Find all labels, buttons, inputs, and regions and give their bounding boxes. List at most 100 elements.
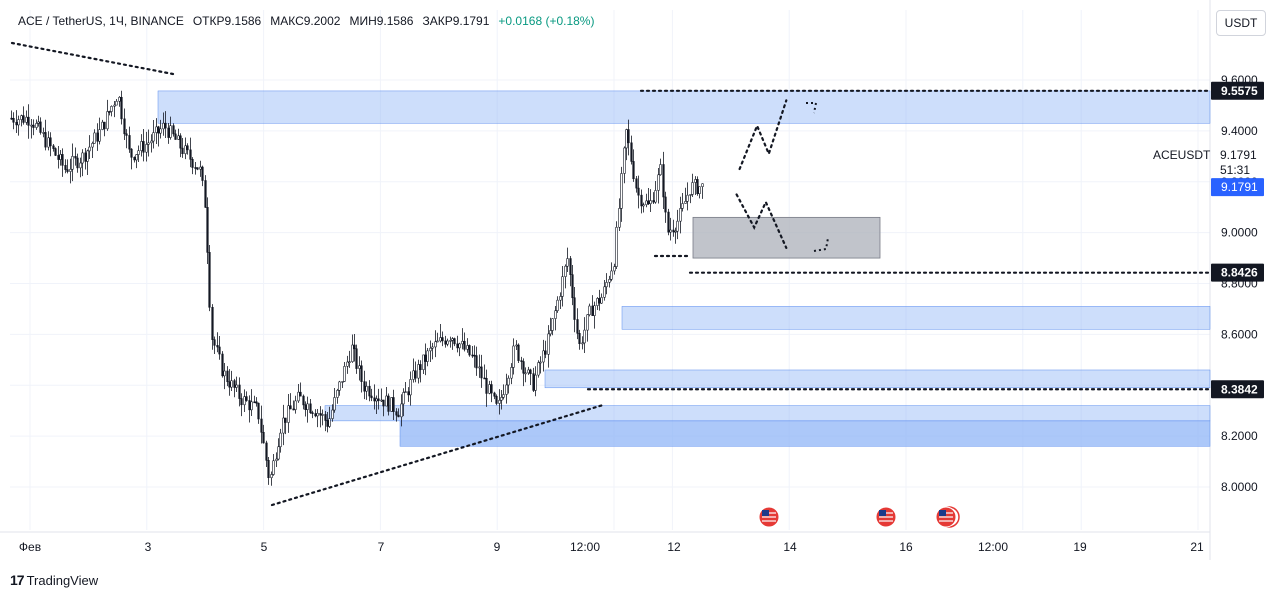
candle-body <box>115 100 118 106</box>
projection-bearish-path[interactable] <box>735 193 788 249</box>
candle-body <box>96 132 99 142</box>
zone-rect[interactable] <box>544 369 1211 389</box>
zone-rect[interactable] <box>399 420 1211 447</box>
candle-body <box>275 458 278 462</box>
candle-body <box>556 299 559 312</box>
candle-body <box>20 115 23 120</box>
zone-rect[interactable] <box>157 90 1211 124</box>
grey-zone-rect[interactable] <box>692 216 881 259</box>
economic-events[interactable] <box>758 506 960 528</box>
candle-body <box>436 340 439 343</box>
candle-body <box>150 140 153 144</box>
candle-body <box>184 145 187 155</box>
candle-body <box>461 340 464 345</box>
drawing-lines[interactable] <box>10 41 1212 507</box>
level-badge[interactable] <box>1211 380 1264 399</box>
candle-body <box>610 270 613 280</box>
time-axis[interactable]: Фев 3 5 7 9 12:00 12 14 16 12:00 19 21 <box>19 540 1204 554</box>
candle-body <box>586 314 589 331</box>
candle-body <box>279 432 282 448</box>
time-tick-label: 16 <box>899 540 913 554</box>
candle-body <box>135 154 138 161</box>
candle-body <box>316 412 319 417</box>
candle-body <box>27 116 30 126</box>
zone-rect[interactable] <box>324 405 1211 422</box>
chart-gridlines <box>0 0 1211 560</box>
us-flag-event-icon[interactable] <box>875 506 897 528</box>
candle-body <box>338 381 341 391</box>
projection-bullish-path[interactable] <box>738 99 788 171</box>
current-price-badge[interactable] <box>1211 178 1264 197</box>
low-label: МИН <box>349 14 377 28</box>
candle-body <box>689 194 692 196</box>
candle-body <box>377 398 380 402</box>
candle-body <box>37 121 40 124</box>
price-axis[interactable]: 9.60009.40009.20009.00008.80008.60008.40… <box>1153 73 1264 494</box>
time-tick-label: 19 <box>1073 540 1087 554</box>
candle-body <box>520 360 523 362</box>
us-flag-event-icon[interactable] <box>935 506 960 528</box>
candle-body <box>260 418 263 433</box>
candle-body <box>549 330 552 335</box>
currency-button[interactable]: USDT <box>1216 10 1266 36</box>
candle-body <box>370 395 373 399</box>
candle-body <box>649 200 652 205</box>
candle-body <box>336 390 339 398</box>
candle-body <box>311 412 314 415</box>
open-value: 9.1586 <box>224 14 262 28</box>
candle-body <box>253 401 256 404</box>
price-tick-label: 9.0000 <box>1221 226 1258 240</box>
candle-body <box>620 173 623 209</box>
candle-body <box>248 400 251 411</box>
candle-body <box>645 200 648 206</box>
candle-body <box>88 146 91 152</box>
candle-body <box>488 384 491 394</box>
candle-body <box>583 329 586 344</box>
level-badge[interactable] <box>1211 81 1264 100</box>
symbol-tag-countdown: 51:31 <box>1220 163 1250 177</box>
candle-body <box>324 414 327 421</box>
candle-body <box>47 137 50 148</box>
candle-body <box>397 414 400 418</box>
us-flag-event-icon[interactable] <box>758 506 780 528</box>
level-badge[interactable] <box>1211 263 1264 282</box>
candle-body <box>539 361 542 364</box>
ascending-trendline[interactable] <box>270 403 605 507</box>
candle-body <box>429 347 432 352</box>
candle-body <box>128 135 131 150</box>
candle-body <box>228 381 231 388</box>
candle-body <box>79 162 82 169</box>
candle-body <box>103 121 106 130</box>
candle-body <box>235 384 238 388</box>
candle-body <box>167 127 170 138</box>
symbol-title[interactable]: ACE / TetherUS, 1Ч, BINANCE <box>18 14 184 28</box>
candle-body <box>42 132 45 134</box>
candle-body <box>147 142 150 145</box>
candle-body <box>174 133 177 140</box>
candle-body <box>507 377 510 386</box>
candle-body <box>694 179 697 183</box>
candle-body <box>478 366 481 369</box>
descending-trendline[interactable] <box>10 41 175 76</box>
zone-rect[interactable] <box>621 306 1211 330</box>
change-value: +0.0168 (+0.18%) <box>498 14 595 28</box>
candle-body <box>57 155 60 160</box>
level-badge-label: 8.8426 <box>1221 266 1258 280</box>
candle-body <box>475 355 478 369</box>
candle-body <box>113 104 116 107</box>
candle-body <box>365 385 368 392</box>
candle-body <box>177 135 180 140</box>
candle-body <box>346 361 349 367</box>
candle-body <box>603 286 606 298</box>
demand-supply-zones[interactable] <box>157 90 1211 447</box>
candle-body <box>326 420 329 427</box>
candle-body <box>277 446 280 460</box>
candle-body <box>186 145 189 151</box>
candle-body <box>52 145 55 149</box>
candle-body <box>373 397 376 402</box>
candle-body <box>118 96 121 102</box>
open-label: ОТКР <box>192 14 225 28</box>
candle-body <box>559 296 562 301</box>
tradingview-logo[interactable]: 17 TradingView <box>10 570 98 590</box>
